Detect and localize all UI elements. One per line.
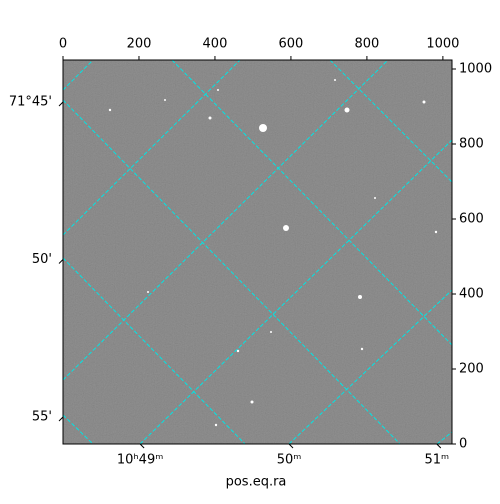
x-tick-label: 1000 [426, 37, 459, 52]
x-axis-label: pos.eq.ra [226, 475, 287, 490]
grid-line [63, 257, 246, 444]
world-y-tick-label: 71°45' [9, 95, 52, 110]
world-x-tick-label: 10ʰ49ᵐ [117, 453, 163, 468]
grid-line [63, 60, 389, 381]
y-tick-label: 400 [459, 287, 484, 302]
world-x-tick-label: 51ᵐ [424, 453, 449, 468]
y-tick-label: 200 [459, 362, 484, 377]
image-noise [63, 60, 452, 444]
star [250, 400, 254, 404]
world-x-tick [436, 443, 442, 449]
world-y-tick [58, 259, 64, 264]
x-tick-label: 0 [59, 37, 67, 52]
star [164, 99, 166, 101]
world-y-tick [58, 416, 64, 422]
y-tick-label: 1000 [459, 62, 492, 77]
x-tick-label: 200 [127, 37, 152, 52]
star [422, 100, 426, 104]
star [217, 89, 219, 91]
world-y-tick [58, 101, 64, 107]
world-x-tick-label: 50ᵐ [277, 453, 302, 468]
star [147, 291, 149, 293]
world-x-tick [288, 443, 294, 449]
stars [108, 79, 438, 427]
star [208, 116, 212, 120]
grid-line [288, 289, 452, 444]
world-y-tick-label: 50' [32, 252, 52, 267]
grid-line [63, 60, 94, 91]
y-tick-label: 800 [459, 137, 484, 152]
star [334, 79, 336, 81]
x-tick-label: 600 [279, 37, 304, 52]
x-tick-label: 400 [203, 37, 228, 52]
grid-line [139, 139, 452, 444]
grid-line [171, 60, 452, 346]
grid-line [63, 60, 241, 236]
star [236, 349, 240, 353]
grid-line [329, 60, 452, 183]
world-x-tick [139, 443, 145, 449]
world-y-tick-label: 55' [32, 410, 52, 425]
star [108, 108, 112, 112]
star [358, 295, 362, 299]
grid-line [63, 99, 401, 444]
star [283, 225, 289, 231]
star [360, 347, 364, 351]
star [344, 107, 350, 113]
frame [62, 59, 453, 445]
grid-line [63, 414, 94, 444]
star [214, 423, 218, 427]
image [63, 60, 452, 444]
y-tick-label: 0 [459, 437, 467, 452]
star [374, 197, 376, 199]
x-tick-label: 800 [354, 37, 379, 52]
world-grid [63, 60, 452, 444]
star [259, 124, 267, 132]
star [270, 331, 272, 333]
star [434, 230, 438, 234]
grid-line [436, 431, 452, 444]
y-tick-label: 600 [459, 212, 484, 227]
